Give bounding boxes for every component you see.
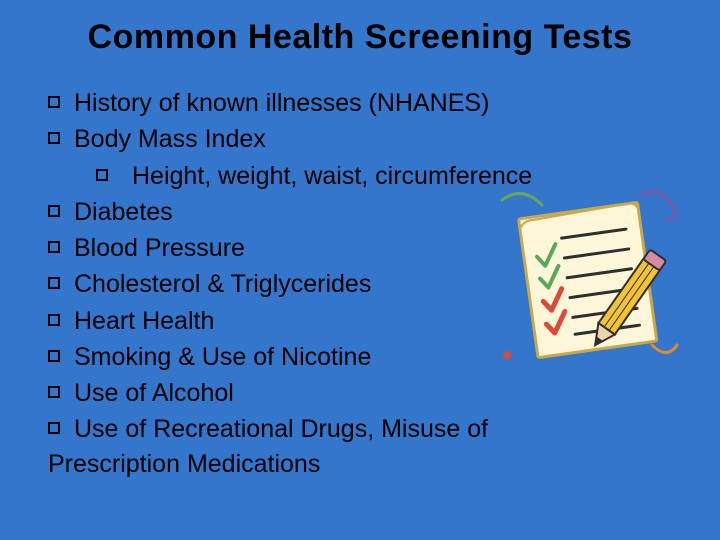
bullet-icon	[48, 386, 60, 398]
list-item: History of known illnesses (NHANES)	[48, 85, 690, 121]
slide: Common Health Screening Tests History of…	[0, 0, 720, 540]
list-item-continuation: Prescription Medications	[48, 446, 690, 482]
list-item-text: Use of Recreational Drugs, Misuse of	[74, 411, 690, 447]
bullet-icon	[48, 350, 60, 362]
list-item-text: Body Mass Index	[74, 121, 690, 157]
list-item: Use of Recreational Drugs, Misuse of	[48, 411, 690, 447]
bullet-icon	[48, 132, 60, 144]
bullet-icon	[48, 314, 60, 326]
list-item: Use of Alcohol	[48, 375, 690, 411]
bullet-icon	[48, 422, 60, 434]
checklist-clipart-icon	[492, 180, 692, 380]
slide-title: Common Health Screening Tests	[30, 18, 690, 57]
list-item-text: History of known illnesses (NHANES)	[74, 85, 690, 121]
bullet-icon	[96, 169, 108, 181]
bullet-icon	[48, 205, 60, 217]
bullet-icon	[48, 96, 60, 108]
bullet-icon	[48, 241, 60, 253]
list-item: Body Mass Index	[48, 121, 690, 157]
list-item-text: Use of Alcohol	[74, 375, 690, 411]
bullet-icon	[48, 277, 60, 289]
